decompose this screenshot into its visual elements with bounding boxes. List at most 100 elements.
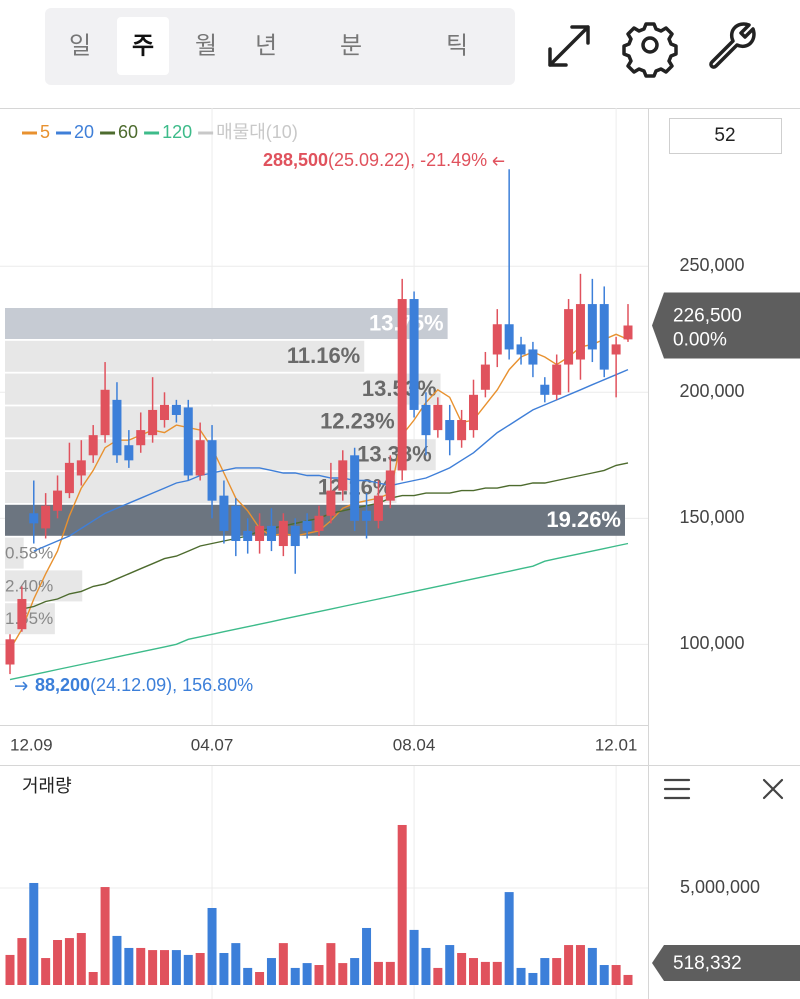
volume-bar [195, 952, 205, 985]
volume-bar [350, 958, 360, 985]
volume-bar [64, 938, 74, 985]
volume-bar [207, 907, 217, 985]
candle-body [183, 407, 193, 476]
candle-body [290, 525, 300, 547]
volume-bar [575, 945, 585, 985]
close-icon[interactable] [762, 778, 784, 800]
candle-body [160, 404, 169, 421]
candle-body [445, 420, 455, 441]
y-tick-label: 5,000,000 [680, 877, 760, 897]
tab[interactable]: 년 [255, 32, 277, 59]
candle-body [409, 299, 419, 410]
volume-bar [29, 882, 39, 985]
candle-body [76, 460, 86, 476]
period-value[interactable]: 52 [714, 125, 735, 146]
tab-selected [117, 17, 169, 75]
volume-bar [136, 947, 146, 985]
volume-bar [469, 958, 478, 985]
volume-bar [243, 967, 253, 985]
candle-body [623, 325, 633, 340]
legend-label: 20 [74, 122, 94, 142]
candle-body [5, 639, 15, 665]
menu-icon[interactable] [663, 778, 691, 800]
volume-bar [314, 965, 324, 985]
candle-body [171, 404, 181, 415]
profile-label: 1.55% [5, 609, 53, 628]
volume-bar [397, 824, 407, 985]
volume-bar [326, 943, 336, 985]
volume-bar [302, 963, 312, 985]
max-note-arrow [492, 156, 505, 166]
period-input[interactable] [669, 118, 782, 154]
expand-icon[interactable] [548, 25, 590, 67]
candle-body [326, 490, 336, 516]
legend-label: 매물대(10) [216, 122, 298, 142]
volume-bar [528, 972, 538, 985]
candle-body [124, 445, 134, 461]
candle-body [41, 505, 51, 529]
volume-bar [421, 947, 431, 985]
tab[interactable]: 주 [132, 32, 154, 59]
candle-body [266, 525, 276, 542]
x-tick-label: 12.01 [595, 735, 638, 754]
tools-icon[interactable] [709, 22, 756, 69]
tab[interactable]: 일 [69, 32, 91, 59]
candle-body [278, 520, 288, 547]
y-tick-label: 150,000 [679, 507, 744, 527]
profile-label: 2.40% [5, 576, 53, 595]
volume-title: 거래량 [22, 776, 72, 796]
volume-bar [540, 958, 550, 985]
volume-bar [362, 927, 372, 985]
candle-body [112, 399, 122, 456]
min-note-price: 88,200 [35, 675, 90, 695]
candle-body [100, 389, 110, 436]
volume-bar [611, 965, 621, 985]
volume-badge [652, 945, 800, 981]
volume-bar [516, 967, 526, 985]
tab[interactable]: 분 [340, 32, 362, 59]
candle-body [599, 304, 609, 370]
volume-bar [53, 940, 63, 985]
candle-body [302, 520, 312, 531]
y-tick-label: 200,000 [679, 381, 744, 401]
volume-bar [290, 967, 300, 985]
candle-body [397, 299, 407, 471]
candle-body [29, 513, 39, 524]
volume-bar [183, 954, 193, 985]
candle-body [350, 455, 360, 521]
candle-body [243, 530, 253, 542]
volume-bar [88, 972, 98, 985]
settings-icon[interactable] [622, 22, 678, 78]
candle-body [314, 515, 324, 531]
candle-body [575, 304, 585, 360]
candle-body [504, 324, 514, 350]
ma-line [21, 462, 629, 610]
profile-label: 12.23% [320, 409, 395, 434]
profile-bar [5, 308, 448, 339]
x-tick-label: 04.07 [191, 735, 234, 754]
tab[interactable]: 월 [195, 32, 217, 59]
price-badge-change: 0.00% [673, 330, 727, 351]
volume-bar [385, 961, 395, 985]
min-note-arrow [15, 681, 28, 691]
profile-label: 13.38% [357, 442, 432, 467]
volume-bar [255, 972, 265, 985]
profile-bar [5, 570, 83, 602]
candle-body [469, 394, 478, 431]
volume-bar [278, 943, 288, 985]
legend-label: 60 [118, 122, 138, 142]
volume-bar [457, 952, 467, 985]
candle-body [207, 440, 217, 501]
volume-bar [373, 961, 383, 985]
volume-bar [148, 950, 158, 985]
tab[interactable]: 틱 [446, 32, 468, 59]
volume-bar [76, 933, 86, 985]
price-badge-value: 226,500 [673, 306, 742, 327]
volume-bar [564, 945, 574, 985]
candle-body [540, 384, 550, 395]
candle-body [53, 490, 63, 511]
candle-body [17, 598, 27, 630]
candle-body [564, 309, 574, 365]
x-tick-label: 12.09 [10, 735, 53, 754]
